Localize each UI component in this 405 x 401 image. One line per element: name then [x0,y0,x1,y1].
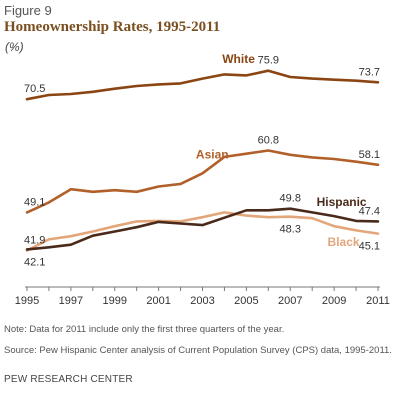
data-label-hispanic: 49.8 [280,193,301,205]
series-name-asian: Asian [196,147,229,161]
x-tick-label: 2011 [366,295,390,307]
data-label-hispanic: 42.1 [24,256,45,268]
x-tick-label: 2003 [190,295,214,307]
data-label-asian: 49.1 [24,196,45,208]
x-tick-label: 2005 [234,295,258,307]
line-chart: 1995 1997 1999 2001 2003 2005 2007 2009 2011 70.… [15,52,390,307]
data-labels: 70.5 75.9 73.7 49.1 60.8 58.1 42.1 49.8 47.4 41.9… [24,52,380,269]
series-line-white [25,69,380,101]
data-label-asian: 58.1 [359,149,380,161]
chart-note: Note: Data for 2011 include only the fir… [4,324,285,335]
x-tick-label: 2001 [146,295,170,307]
x-tick-label: 1997 [59,295,83,307]
series-line-black [25,211,380,252]
series-name-hispanic: Hispanic [317,195,367,209]
y-unit-label: (%) [5,40,24,54]
chart-title: Homeownership Rates, 1995-2011 [4,19,221,35]
organization-credit: PEW RESEARCH CENTER [4,374,133,385]
data-label-white: 75.9 [258,55,279,67]
data-label-asian: 60.8 [258,135,279,147]
x-tick-label: 1995 [15,295,39,307]
data-label-black: 45.1 [359,241,380,253]
data-label-black: 48.3 [280,224,301,236]
x-tick-label: 2009 [322,295,346,307]
series-line-hispanic [25,207,380,251]
data-label-black: 41.9 [24,235,45,247]
series-lines [25,69,380,252]
series-line-asian [25,149,380,214]
series-name-white: White [222,52,255,66]
x-tick-label: 1999 [103,295,127,307]
chart-source: Source: Pew Hispanic Center analysis of … [4,345,392,356]
data-label-hispanic: 47.4 [359,205,380,217]
data-label-white: 70.5 [24,83,45,95]
data-label-white: 73.7 [359,66,380,78]
figure-label: Figure 9 [4,3,52,18]
x-tick-label: 2007 [278,295,302,307]
x-axis: 1995 1997 1999 2001 2003 2005 2007 2009 2011 [15,286,390,307]
series-name-black: Black [328,235,360,249]
